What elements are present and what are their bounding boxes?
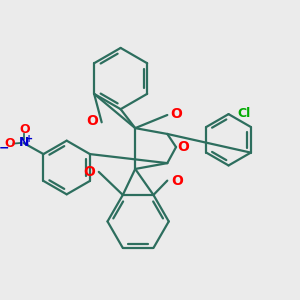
- Text: O: O: [171, 174, 183, 188]
- Text: O: O: [86, 114, 98, 128]
- Text: O: O: [171, 107, 183, 121]
- Text: O: O: [83, 165, 95, 179]
- Text: +: +: [25, 134, 33, 144]
- Text: O: O: [177, 140, 189, 154]
- Text: −: −: [0, 141, 9, 154]
- Text: O: O: [4, 137, 15, 150]
- Text: Cl: Cl: [237, 107, 250, 120]
- Text: O: O: [19, 123, 29, 136]
- Text: N: N: [19, 136, 29, 148]
